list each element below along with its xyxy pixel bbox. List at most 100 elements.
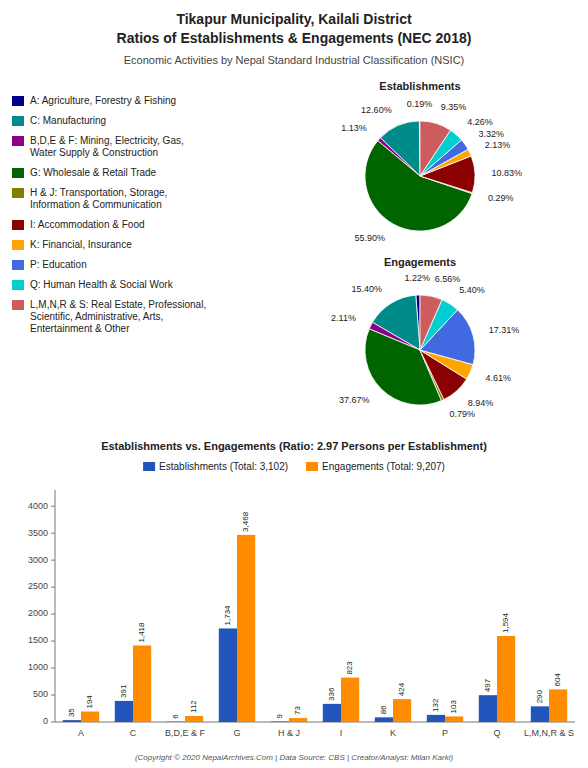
bar: [393, 699, 411, 722]
data-label: 497: [483, 678, 492, 692]
text-line: G: Wholesale & Retail Trade: [30, 167, 157, 178]
bar: [271, 721, 289, 722]
bar: [289, 718, 307, 722]
tick-label: B,D,E & F: [165, 728, 206, 738]
bar: [549, 689, 567, 722]
tick-label: K: [390, 728, 396, 738]
bar: [497, 636, 515, 722]
data-label: 290: [535, 689, 544, 703]
tick-mark: [51, 695, 55, 696]
bar: [479, 695, 497, 722]
pie-title: Engagements: [384, 256, 456, 268]
tick-mark: [51, 614, 55, 615]
legend-swatch: [12, 260, 24, 270]
bar: [237, 535, 255, 722]
data-label: 391: [119, 684, 128, 698]
pie-chart: Engagements1.22%15.40%2.11%37.67%0.79%8.…: [331, 256, 519, 419]
tick-label: 3000: [28, 555, 48, 565]
tick-label: 0: [43, 716, 48, 726]
bar: [427, 715, 445, 722]
data-label: 6.56%: [435, 274, 461, 284]
bar: [531, 706, 549, 722]
tick-mark: [51, 668, 55, 669]
data-label: 2.11%: [331, 313, 356, 323]
figure: Tikapur Municipality, Kailali DistrictRa…: [0, 0, 588, 768]
data-label: 8.94%: [468, 398, 494, 408]
legend-swatch: [12, 116, 24, 126]
tick-label: C: [130, 728, 137, 738]
axis-line: [55, 490, 56, 722]
data-label: 55.90%: [355, 233, 386, 243]
pie-title: Establishments: [379, 80, 460, 92]
tick-label: 1500: [28, 635, 48, 645]
data-label: 5.40%: [459, 285, 485, 295]
bar: [81, 712, 99, 722]
text-line: C: Manufacturing: [30, 115, 106, 126]
legend-entry: K: Financial, Insurance: [30, 239, 132, 250]
text-line: Scientific, Administrative, Arts,: [30, 311, 163, 322]
legend-entry: A: Agriculture, Forestry & Fishing: [30, 95, 176, 106]
legend-swatch: [12, 168, 24, 178]
text-line: Entertainment & Other: [30, 323, 130, 334]
legend-entry: H & J: Transportation, Storage,Informati…: [30, 187, 167, 210]
data-label: 17.31%: [489, 325, 520, 335]
text-line: K: Financial, Insurance: [30, 239, 132, 250]
bar: [375, 717, 393, 722]
data-label: 4.61%: [485, 373, 511, 383]
bar: [323, 704, 341, 722]
data-label: 12.60%: [361, 105, 392, 115]
bar: [63, 720, 81, 722]
legend-swatch: [12, 220, 24, 230]
text-line: L,M,N,R & S: Real Estate, Professional,: [30, 299, 206, 310]
data-label: 604: [553, 673, 562, 687]
legend-entry: L,M,N,R & S: Real Estate, Professional,S…: [30, 299, 206, 334]
data-label: 35: [67, 708, 76, 717]
data-label: 0.29%: [488, 193, 514, 203]
text-line: Q: Human Health & Social Work: [30, 279, 174, 290]
pie-slice: [420, 295, 442, 350]
data-label: 2.13%: [485, 140, 511, 150]
text-line: Water Supply & Construction: [30, 147, 158, 158]
tick-label: H & J: [278, 728, 300, 738]
legend: Establishments (Total: 3,102)Engagements…: [143, 461, 445, 472]
legend-swatch: [306, 462, 318, 471]
text-line: Information & Communication: [30, 199, 162, 210]
bars: [63, 535, 567, 722]
data-label: 194: [85, 695, 94, 709]
tick-label: L,M,N,R & S: [524, 728, 574, 738]
tick-label: G: [233, 728, 240, 738]
legend-swatch: [12, 300, 24, 310]
tick-label: A: [78, 728, 84, 738]
tick-label: 3500: [28, 528, 48, 538]
legend-swatch: [12, 136, 24, 146]
data-label: 1,734: [223, 605, 232, 626]
text-line: I: Accommodation & Food: [30, 219, 145, 230]
tick-label: 4000: [28, 501, 48, 511]
tick-mark: [51, 587, 55, 588]
data-label: 15.40%: [351, 284, 382, 294]
legend-entry: Q: Human Health & Social Work: [30, 279, 174, 290]
bar: [219, 628, 237, 722]
data-label: 0.79%: [450, 409, 476, 419]
subtitle: Economic Activities by Nepal Standard In…: [124, 54, 465, 66]
text-line: B,D,E & F: Mining, Electricity, Gas,: [30, 135, 184, 146]
data-label: 3.32%: [479, 129, 505, 139]
tick-label: P: [442, 728, 448, 738]
data-label: 1.22%: [404, 273, 430, 283]
y-axis: 05001000150020002500300035004000ACB,D,E …: [28, 490, 575, 738]
data-label: 4.26%: [467, 117, 493, 127]
data-label: 6: [171, 714, 180, 719]
tick-mark: [51, 533, 55, 534]
bar: [167, 721, 185, 722]
bar: [133, 645, 151, 722]
data-label: 3,468: [241, 511, 250, 532]
text-line: Tikapur Municipality, Kailali District: [176, 11, 412, 27]
pie-slice: [420, 121, 450, 176]
title: Tikapur Municipality, Kailali DistrictRa…: [117, 11, 472, 46]
data-label: 9.35%: [441, 102, 467, 112]
legend-swatch: [12, 96, 24, 106]
data-label: 9: [275, 714, 284, 719]
data-label: 0.19%: [407, 99, 433, 109]
tick-label: 1000: [28, 662, 48, 672]
tick-label: Q: [493, 728, 500, 738]
